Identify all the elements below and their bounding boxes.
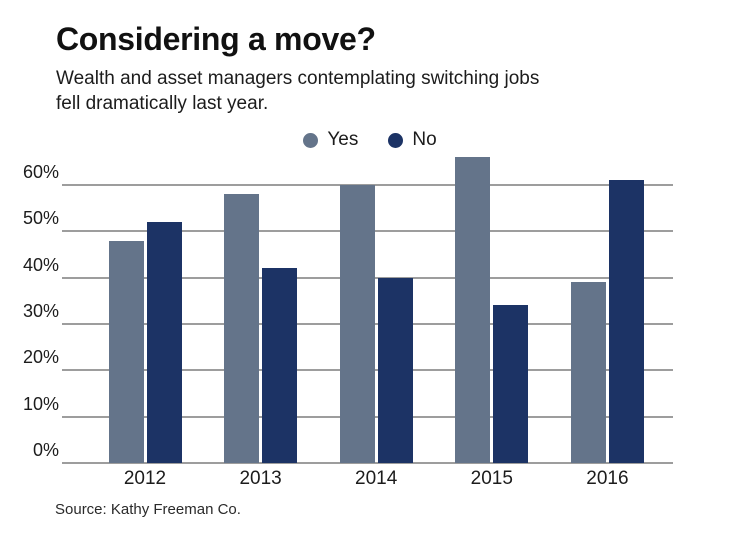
legend-dot-no-icon [388, 132, 404, 148]
chart-title: Considering a move? [56, 21, 376, 57]
gridline-0: 0% [33, 440, 673, 464]
x-tick-label-2014: 2014 [355, 468, 398, 489]
chart-subtitle: Wealth and asset managers contemplating … [56, 66, 539, 116]
bar-yes-2013 [224, 194, 260, 463]
bar-no-2012 [146, 222, 182, 463]
x-tick-label-2012: 2012 [123, 468, 167, 489]
y-tick-label-10: 10% [22, 393, 59, 414]
bar-yes-2014 [339, 185, 375, 463]
legend-dot-yes-icon [303, 132, 319, 148]
y-tick-label-30: 30% [22, 301, 59, 322]
bar-group-2014 [339, 185, 413, 463]
bar-no-2013 [262, 268, 298, 463]
legend-label-yes: Yes [327, 129, 359, 150]
x-tick-label-2016: 2016 [586, 468, 629, 489]
bar-group-2015 [455, 157, 529, 463]
chart-legend: Yes No [0, 129, 740, 151]
legend-item-no: No [388, 129, 437, 151]
x-tick-label-2015: 2015 [470, 468, 513, 489]
y-tick-label-0: 0% [32, 440, 59, 460]
chart-subtitle-line-2: fell dramatically last year. [56, 93, 269, 114]
plot-area: 0% 10% 20% 30% 40% 50% 60% [23, 157, 673, 464]
bar-yes-2016 [570, 282, 606, 463]
legend-item-yes: Yes [303, 129, 358, 151]
bar-no-2015 [493, 305, 529, 463]
x-tick-label-2013: 2013 [239, 468, 282, 489]
y-tick-label-50: 50% [22, 208, 59, 229]
bar-yes-2015 [455, 157, 491, 463]
y-tick-label-40: 40% [22, 254, 59, 275]
bar-group-2013 [224, 194, 298, 463]
bar-no-2016 [608, 180, 644, 463]
bar-group-2012 [108, 222, 182, 463]
y-tick-label-60: 60% [22, 162, 59, 183]
bar-yes-2012 [108, 240, 144, 463]
bar-no-2014 [377, 277, 413, 463]
bar-group-2016 [570, 180, 644, 463]
legend-label-no: No [412, 129, 437, 150]
chart-subtitle-line-1: Wealth and asset managers contemplating … [56, 68, 540, 89]
source-note: Source: Kathy Freeman Co. [55, 501, 241, 518]
y-tick-label-20: 20% [22, 347, 59, 368]
